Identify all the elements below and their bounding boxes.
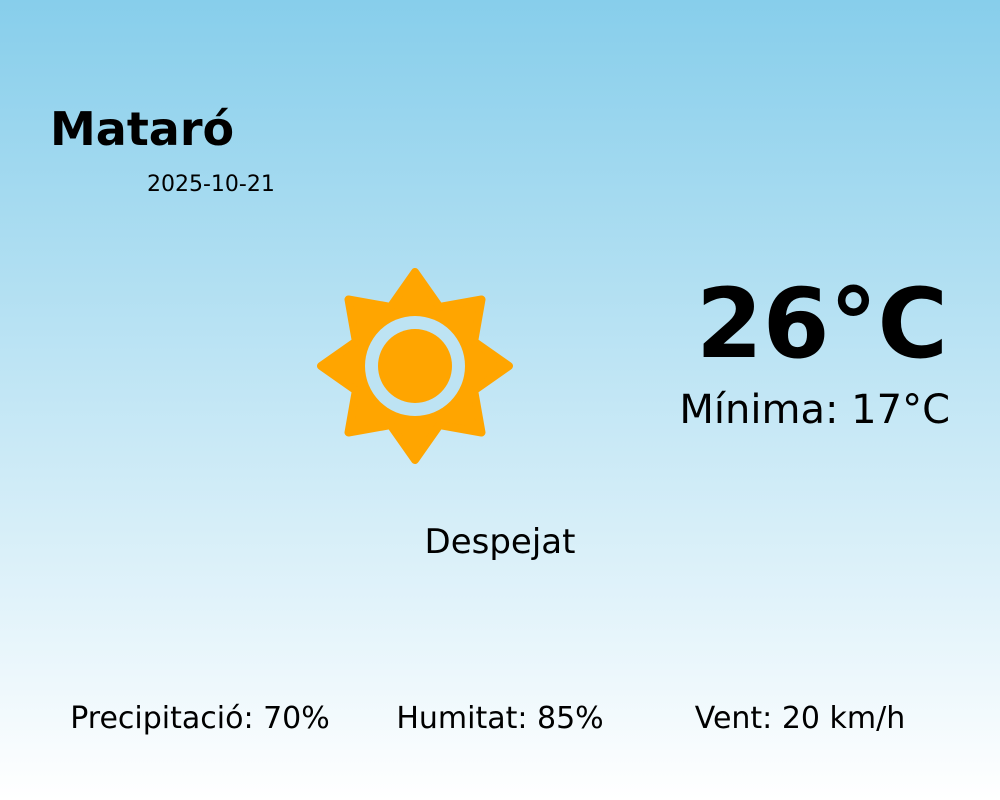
humidity-stat: Humitat: 85%: [396, 701, 604, 736]
minimum-temperature: Mínima: 17°C: [679, 387, 950, 433]
sun-icon: [317, 268, 513, 464]
precipitation-stat: Precipitació: 70%: [70, 701, 330, 736]
sun-core: [378, 329, 452, 403]
current-temperature: 26°C: [695, 268, 948, 380]
weather-condition: Despejat: [424, 522, 576, 562]
city-name: Mataró: [50, 102, 235, 156]
wind-stat: Vent: 20 km/h: [694, 701, 906, 736]
forecast-date: 2025-10-21: [147, 172, 275, 197]
